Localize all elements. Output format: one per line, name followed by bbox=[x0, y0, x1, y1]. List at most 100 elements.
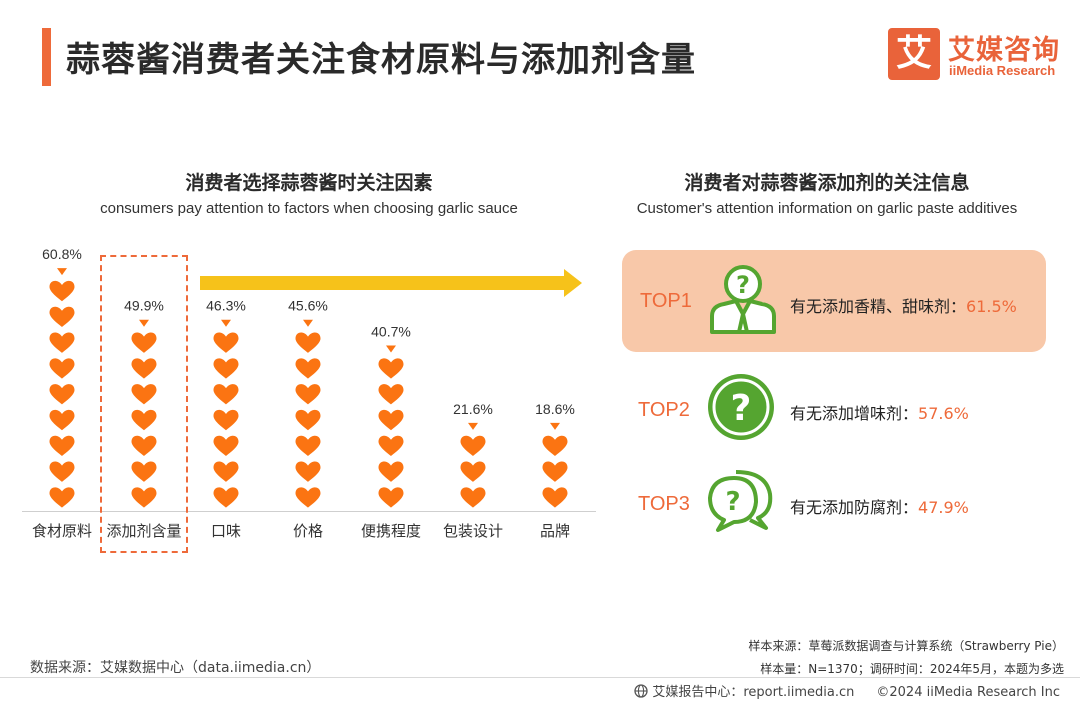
heart-icon bbox=[378, 461, 404, 482]
heart-icon bbox=[542, 461, 568, 482]
heart-bar-chart: 60.8% 食材原料 49.9% 添加剂含量 46.3% 口味 45.6% 价格 40.7% 便携… bbox=[32, 246, 575, 541]
bar-食材原料: 60.8% 食材原料 bbox=[32, 246, 92, 540]
heart-icon bbox=[295, 461, 321, 482]
heart-icon bbox=[295, 358, 321, 379]
value-pointer bbox=[57, 268, 67, 276]
value-pointer bbox=[139, 319, 149, 327]
heart-icon bbox=[131, 332, 157, 353]
category-label: 价格 bbox=[293, 522, 323, 540]
globe-icon bbox=[634, 684, 648, 698]
heart-icon bbox=[49, 435, 75, 457]
footer-credit: 艾媒报告中心：report.iimedia.cn ©2024 iiMedia Re… bbox=[634, 681, 1060, 700]
category-label: 便携程度 bbox=[361, 522, 421, 540]
value-label: 21.6% bbox=[453, 401, 493, 417]
bar-价格: 45.6% 价格 bbox=[288, 298, 328, 540]
left-section-subtitle: consumers pay attention to factors when … bbox=[100, 200, 518, 217]
value-label: 46.3% bbox=[206, 298, 246, 314]
heart-icon bbox=[378, 358, 404, 379]
heart-icon bbox=[49, 358, 75, 379]
top2-rank: TOP2 bbox=[638, 399, 690, 421]
top1-text: 有无添加香精、甜味剂：61.5% bbox=[790, 297, 1017, 316]
svg-text:?: ? bbox=[725, 487, 740, 517]
left-section-title: 消费者选择蒜蓉酱时关注因素 bbox=[185, 172, 433, 194]
heart-icon bbox=[131, 384, 157, 405]
category-label: 品牌 bbox=[540, 522, 570, 540]
heart-icon bbox=[295, 409, 321, 431]
value-pointer bbox=[386, 345, 396, 353]
heart-icon bbox=[213, 358, 239, 379]
chart-baseline bbox=[22, 511, 596, 512]
bar-品牌: 18.6% 品牌 bbox=[535, 401, 575, 540]
value-label: 49.9% bbox=[124, 298, 164, 314]
top3-rank: TOP3 bbox=[638, 493, 690, 515]
value-label: 60.8% bbox=[42, 246, 82, 262]
highlight-dashed-box bbox=[100, 255, 188, 553]
heart-icon bbox=[460, 461, 486, 482]
logo-name-en: iiMedia Research bbox=[949, 63, 1056, 78]
heart-icon bbox=[213, 435, 239, 457]
svg-text:?: ? bbox=[736, 271, 750, 299]
logo-mark: 艾 bbox=[888, 28, 940, 80]
heart-icon bbox=[213, 409, 239, 431]
copyright: ©2024 iiMedia Research Inc bbox=[876, 685, 1060, 700]
value-pointer bbox=[221, 319, 231, 327]
heart-icon bbox=[49, 332, 75, 353]
top1-rank: TOP1 bbox=[640, 290, 692, 312]
heart-icon bbox=[213, 461, 239, 482]
circle-question-icon: ? bbox=[708, 374, 774, 440]
heart-icon bbox=[378, 487, 404, 508]
sample-source: 样本来源：草莓派数据调查与计算系统（Strawberry Pie） bbox=[748, 639, 1064, 653]
heart-icon bbox=[378, 384, 404, 405]
heart-icon bbox=[460, 435, 486, 457]
heart-icon bbox=[49, 384, 75, 405]
heart-icon bbox=[542, 435, 568, 457]
trend-arrow-shaft bbox=[200, 276, 566, 290]
title-accent-bar bbox=[42, 28, 51, 86]
heart-icon bbox=[49, 280, 75, 302]
category-label: 食材原料 bbox=[32, 522, 92, 540]
chat-question-icon: ? bbox=[708, 470, 773, 532]
iimedia-logo: 艾 艾媒咨询 iiMedia Research bbox=[888, 28, 1068, 82]
value-label: 40.7% bbox=[371, 324, 411, 340]
heart-icon bbox=[131, 435, 157, 457]
category-label: 口味 bbox=[211, 522, 241, 540]
top2-text: 有无添加增味剂：57.6% bbox=[790, 404, 969, 423]
value-pointer bbox=[550, 422, 560, 430]
heart-icon bbox=[131, 487, 157, 508]
bar-添加剂含量: 49.9% 添加剂含量 bbox=[106, 298, 181, 540]
trend-arrow-head bbox=[564, 269, 582, 297]
heart-icon bbox=[460, 487, 486, 508]
heart-icon bbox=[49, 487, 75, 508]
value-label: 45.6% bbox=[288, 298, 328, 314]
heart-icon bbox=[49, 306, 75, 328]
value-pointer bbox=[303, 319, 313, 327]
heart-icon bbox=[378, 409, 404, 431]
heart-icon bbox=[295, 332, 321, 353]
svg-text:?: ? bbox=[731, 388, 752, 429]
bar-便携程度: 40.7% 便携程度 bbox=[361, 324, 421, 541]
heart-icon bbox=[295, 435, 321, 457]
data-source: 数据来源：艾媒数据中心（data.iimedia.cn） bbox=[30, 660, 321, 676]
logo-name-cn: 艾媒咨询 bbox=[948, 35, 1060, 66]
sample-size: 样本量：N=1370；调研时间：2024年5月，本题为多选 bbox=[760, 662, 1064, 676]
heart-icon bbox=[131, 409, 157, 431]
heart-icon bbox=[213, 384, 239, 405]
heart-icon bbox=[295, 384, 321, 405]
page-title: 蒜蓉酱消费者关注食材原料与添加剂含量 bbox=[66, 40, 696, 80]
footer-divider bbox=[0, 677, 1080, 678]
heart-icon bbox=[49, 409, 75, 431]
heart-icon bbox=[131, 461, 157, 482]
heart-icon bbox=[49, 461, 75, 482]
category-label: 包装设计 bbox=[443, 522, 503, 540]
right-section-title: 消费者对蒜蓉酱添加剂的关注信息 bbox=[684, 172, 970, 194]
heart-icon bbox=[213, 332, 239, 353]
top3-text: 有无添加防腐剂：47.9% bbox=[790, 498, 969, 517]
right-section-subtitle: Customer's attention information on garl… bbox=[636, 200, 1018, 217]
heart-icon bbox=[213, 487, 239, 508]
value-label: 18.6% bbox=[535, 401, 575, 417]
heart-icon bbox=[295, 487, 321, 508]
top1-highlight-card bbox=[622, 250, 1046, 352]
report-center: 艾媒报告中心：report.iimedia.cn bbox=[652, 685, 855, 700]
value-pointer bbox=[468, 422, 478, 430]
person-question-icon: ? bbox=[710, 265, 776, 334]
